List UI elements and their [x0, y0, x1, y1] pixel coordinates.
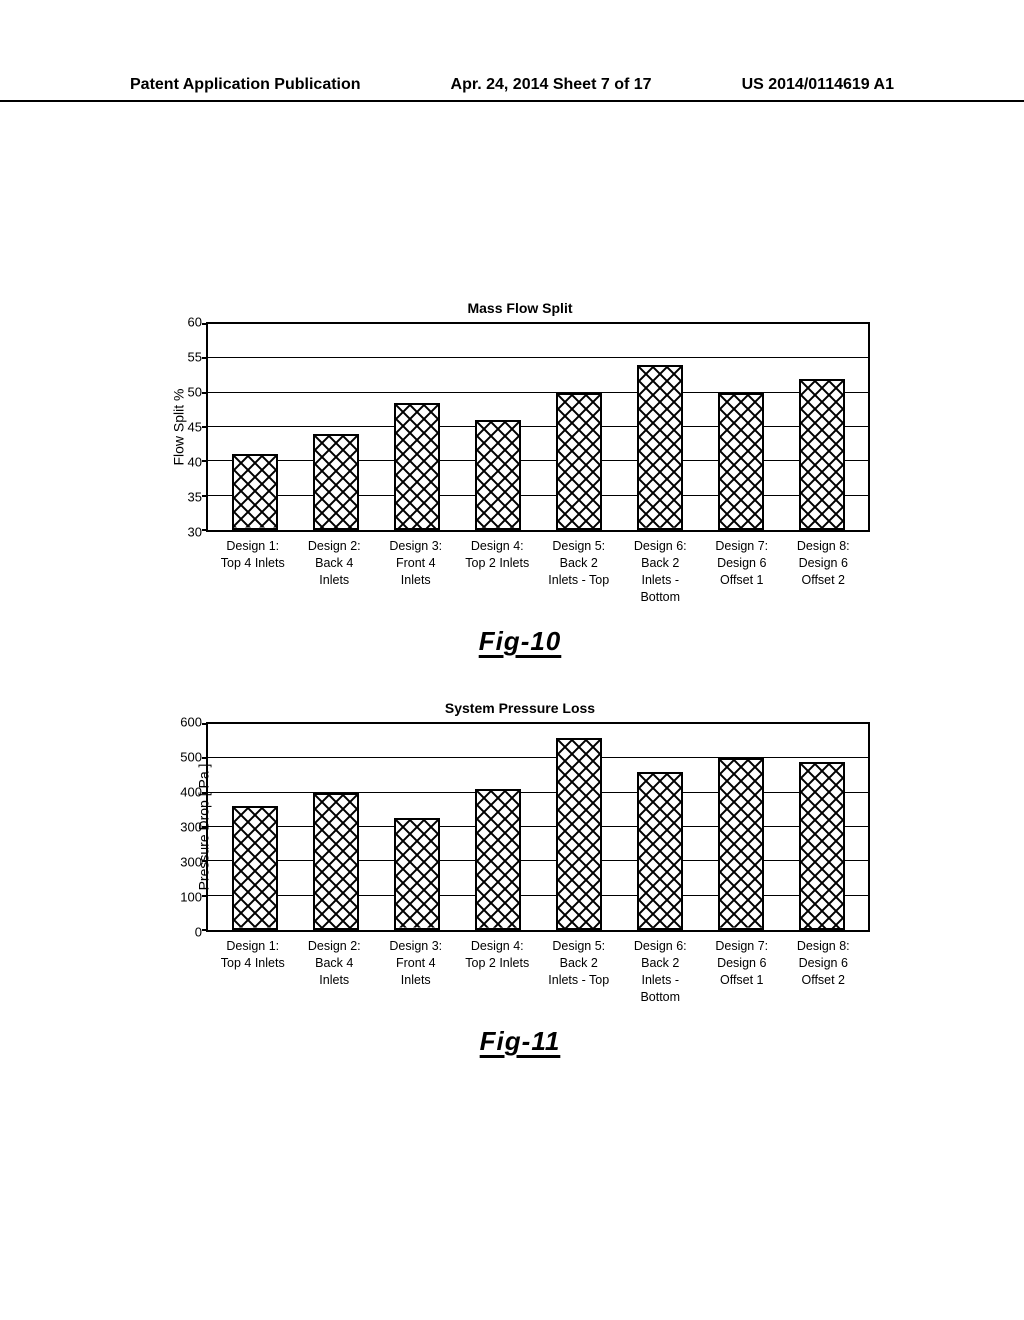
chart2-yticks: 0100300300400500600: [170, 722, 206, 932]
page: Patent Application Publication Apr. 24, …: [0, 0, 1024, 1320]
chart2-plot: [206, 722, 870, 932]
chart2-bar: [556, 738, 602, 930]
chart1-ytick: 60: [188, 315, 202, 330]
chart1-caption: Fig-10: [170, 626, 870, 657]
chart2-ytick: 400: [180, 785, 202, 800]
chart1-ytick: 40: [188, 455, 202, 470]
chart1-xlabel: Design 2: Back 4 Inlets: [299, 538, 369, 606]
chart2-bars: [208, 724, 868, 930]
header-center: Apr. 24, 2014 Sheet 7 of 17: [451, 76, 652, 94]
chart2-xlabel: Design 2: Back 4 Inlets: [299, 938, 369, 1006]
chart1-body: Flow Split %30354045505560: [170, 322, 870, 532]
chart2-body: Pressure Drop [ Pa ]0100300300400500600: [170, 722, 870, 932]
chart2-bar: [313, 793, 359, 930]
chart2-ytick: 300: [180, 820, 202, 835]
chart1-bar: [799, 379, 845, 530]
chart1-xlabel: Design 1: Top 4 Inlets: [218, 538, 288, 606]
chart2-bar: [232, 806, 278, 930]
chart1-ytick: 50: [188, 385, 202, 400]
chart1-bar: [637, 365, 683, 530]
chart2-xlabel: Design 8: Design 6 Offset 2: [788, 938, 858, 1006]
chart2-bar: [394, 818, 440, 930]
chart2-xlabels: Design 1: Top 4 InletsDesign 2: Back 4 I…: [206, 932, 870, 1006]
chart1-xlabel: Design 5: Back 2 Inlets - Top: [544, 538, 614, 606]
chart2-ytick: 500: [180, 750, 202, 765]
chart1-bars: [208, 324, 868, 530]
chart2-xlabel: Design 4: Top 2 Inlets: [462, 938, 532, 1006]
chart2-bar: [718, 758, 764, 930]
chart2-caption: Fig-11: [170, 1026, 870, 1057]
header-left: Patent Application Publication: [130, 76, 361, 94]
chart1-xlabels: Design 1: Top 4 InletsDesign 2: Back 4 I…: [206, 532, 870, 606]
header-right: US 2014/0114619 A1: [742, 76, 894, 94]
chart2-ytick: 0: [195, 925, 202, 940]
chart1-ytick: 45: [188, 420, 202, 435]
chart1-xlabel: Design 7: Design 6 Offset 1: [707, 538, 777, 606]
chart2-block: System Pressure LossPressure Drop [ Pa ]…: [170, 700, 870, 1057]
chart2-xlabel: Design 6: Back 2 Inlets - Bottom: [625, 938, 695, 1006]
page-header: Patent Application Publication Apr. 24, …: [0, 76, 1024, 102]
chart1-bar: [232, 454, 278, 530]
chart1-bar: [718, 393, 764, 530]
chart1-ytick: 55: [188, 350, 202, 365]
chart2-xlabel: Design 5: Back 2 Inlets - Top: [544, 938, 614, 1006]
chart2-ytick: 600: [180, 715, 202, 730]
chart1-plot: [206, 322, 870, 532]
chart2-bar: [475, 789, 521, 930]
chart1-ytick: 35: [188, 490, 202, 505]
chart1-title: Mass Flow Split: [170, 300, 870, 316]
chart1-bar: [394, 403, 440, 530]
chart1-xlabel: Design 8: Design 6 Offset 2: [788, 538, 858, 606]
chart1-block: Mass Flow SplitFlow Split %3035404550556…: [170, 300, 870, 657]
chart2-bar: [637, 772, 683, 930]
chart1-xlabel: Design 4: Top 2 Inlets: [462, 538, 532, 606]
chart1-xlabel: Design 3: Front 4 Inlets: [381, 538, 451, 606]
chart2-ytick: 300: [180, 855, 202, 870]
chart2-title: System Pressure Loss: [170, 700, 870, 716]
chart1-bar: [313, 434, 359, 530]
chart2-bar: [799, 762, 845, 930]
chart1-xlabel: Design 6: Back 2 Inlets - Bottom: [625, 538, 695, 606]
chart1-ytick: 30: [188, 525, 202, 540]
chart1-bar: [556, 393, 602, 530]
chart2-xlabel: Design 3: Front 4 Inlets: [381, 938, 451, 1006]
chart1-yticks: 30354045505560: [170, 322, 206, 532]
chart2-ytick: 100: [180, 890, 202, 905]
chart2-xlabel: Design 7: Design 6 Offset 1: [707, 938, 777, 1006]
chart1-bar: [475, 420, 521, 530]
chart2-xlabel: Design 1: Top 4 Inlets: [218, 938, 288, 1006]
